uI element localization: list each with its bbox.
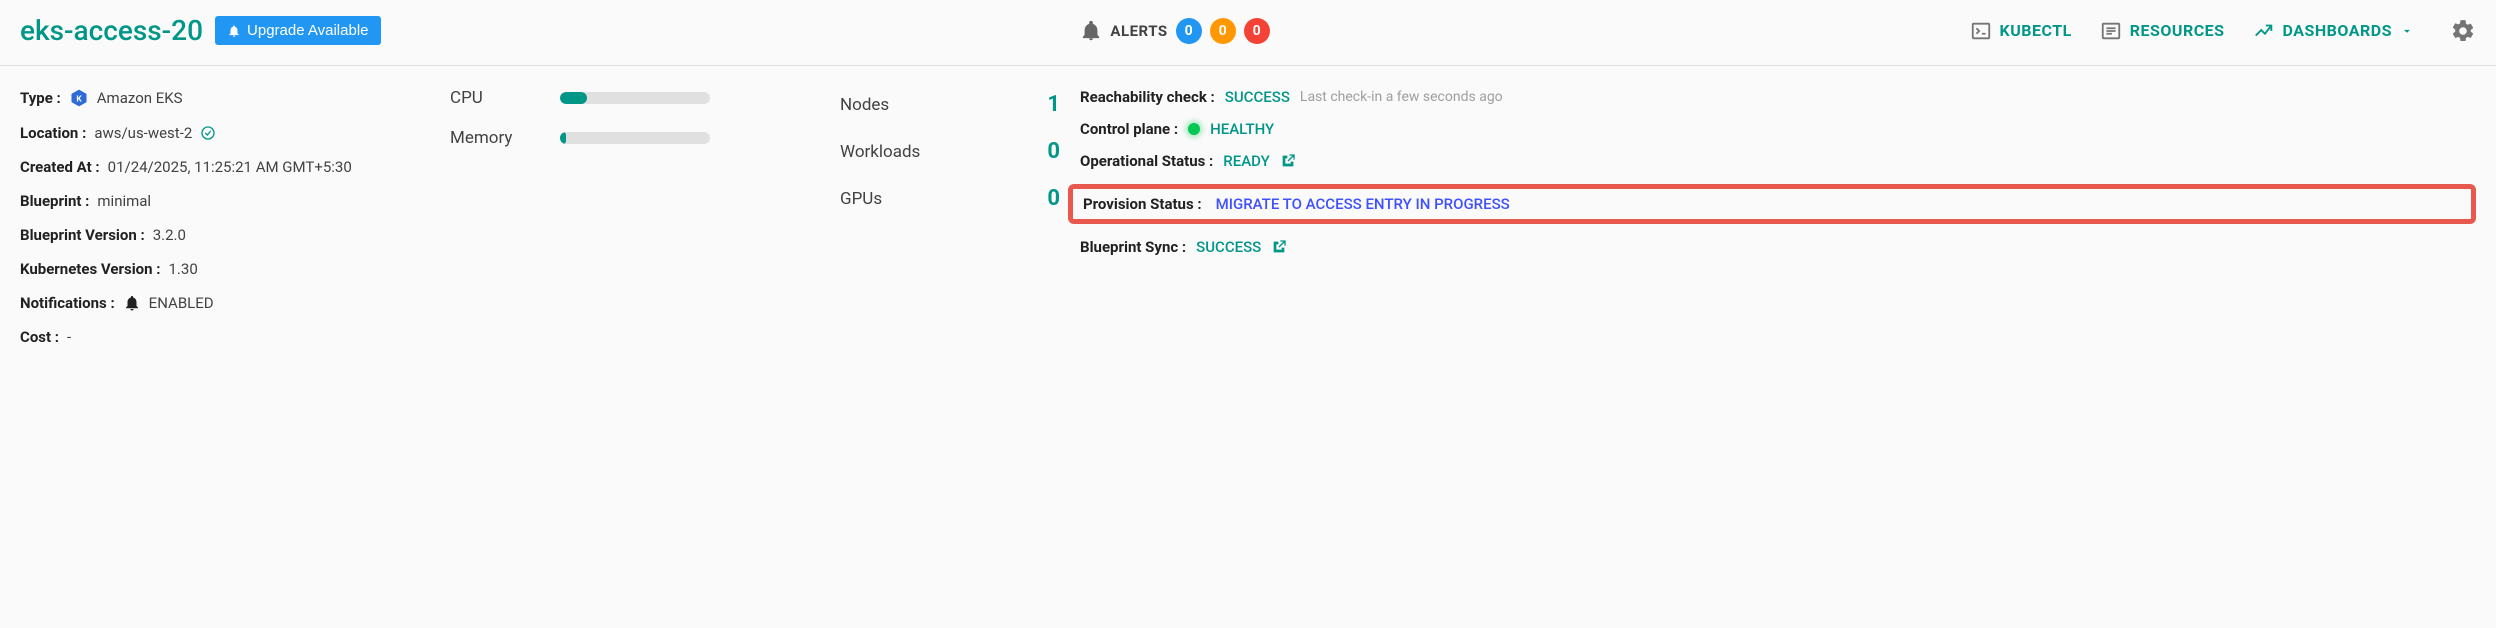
status-column: Reachability check : SUCCESS Last check-… xyxy=(1080,88,2476,346)
meta-location-value: aws/us-west-2 xyxy=(94,124,192,142)
status-op-value: READY xyxy=(1223,152,1270,170)
count-nodes-value: 1 xyxy=(1047,92,1060,117)
meta-k8s-label: Kubernetes Version : xyxy=(20,260,161,278)
body: Type : K Amazon EKS Location : aws/us-we… xyxy=(0,66,2496,356)
count-workloads-label: Workloads xyxy=(840,142,920,162)
meta-type: Type : K Amazon EKS xyxy=(20,88,430,108)
count-gpus: GPUs 0 xyxy=(840,186,1060,211)
status-operational: Operational Status : READY xyxy=(1080,152,2476,170)
count-nodes: Nodes 1 xyxy=(840,92,1060,117)
location-verified-icon xyxy=(200,125,216,141)
meta-created-value: 01/24/2025, 11:25:21 AM GMT+5:30 xyxy=(108,158,352,176)
meta-blueprint: Blueprint : minimal xyxy=(20,192,430,210)
nav-dashboards[interactable]: DASHBOARDS xyxy=(2253,20,2414,42)
status-reach-label: Reachability check : xyxy=(1080,88,1215,106)
count-workloads-value: 0 xyxy=(1047,139,1060,164)
upgrade-button[interactable]: Upgrade Available xyxy=(215,16,380,45)
svg-text:K: K xyxy=(76,94,82,104)
meta-notif: Notifications : ENABLED xyxy=(20,294,430,312)
meta-cost: Cost : - xyxy=(20,328,430,346)
page-root: eks-access-20 Upgrade Available ALERTS 0… xyxy=(0,0,2496,356)
cluster-name: eks-access-20 xyxy=(20,14,203,47)
status-bpsync: Blueprint Sync : SUCCESS xyxy=(1080,238,2476,256)
status-reachability: Reachability check : SUCCESS Last check-… xyxy=(1080,88,2476,106)
meta-blueprint-value: minimal xyxy=(97,192,151,210)
health-dot-icon xyxy=(1188,123,1200,135)
meta-location: Location : aws/us-west-2 xyxy=(20,124,430,142)
count-nodes-label: Nodes xyxy=(840,95,889,115)
nav-kubectl[interactable]: KUBECTL xyxy=(1970,20,2072,42)
status-prov-value[interactable]: MIGRATE TO ACCESS ENTRY IN PROGRESS xyxy=(1216,195,1510,213)
meta-notif-label: Notifications : xyxy=(20,294,115,312)
meta-blueprint-label: Blueprint : xyxy=(20,192,89,210)
alerts-badge-info[interactable]: 0 xyxy=(1176,18,1202,44)
gauge-mem-bar xyxy=(560,132,710,144)
meta-k8s: Kubernetes Version : 1.30 xyxy=(20,260,430,278)
meta-k8s-value: 1.30 xyxy=(169,260,198,278)
meta-bpver-label: Blueprint Version : xyxy=(20,226,145,244)
meta-bpver-value: 3.2.0 xyxy=(153,226,186,244)
status-provision-highlight: Provision Status : MIGRATE TO ACCESS ENT… xyxy=(1068,184,2476,224)
external-link-icon[interactable] xyxy=(1271,239,1287,255)
nav-resources[interactable]: RESOURCES xyxy=(2100,20,2225,42)
nav-kubectl-label: KUBECTL xyxy=(2000,21,2072,40)
count-gpus-label: GPUs xyxy=(840,189,882,209)
meta-column: Type : K Amazon EKS Location : aws/us-we… xyxy=(20,88,430,346)
status-op-label: Operational Status : xyxy=(1080,152,1213,170)
meta-type-label: Type : xyxy=(20,89,61,107)
alerts-badge-crit[interactable]: 0 xyxy=(1244,18,1270,44)
counts-column: Nodes 1 Workloads 0 GPUs 0 xyxy=(840,88,1060,346)
status-reach-value: SUCCESS xyxy=(1225,88,1290,106)
alerts-badge-warn[interactable]: 0 xyxy=(1210,18,1236,44)
count-gpus-value: 0 xyxy=(1047,186,1060,211)
meta-bpver: Blueprint Version : 3.2.0 xyxy=(20,226,430,244)
eks-logo-icon: K xyxy=(69,88,89,108)
upgrade-label: Upgrade Available xyxy=(247,22,368,39)
status-reach-hint: Last check-in a few seconds ago xyxy=(1300,89,1503,105)
trend-icon xyxy=(2253,20,2275,42)
bell-icon xyxy=(227,24,241,38)
nav-dashboards-label: DASHBOARDS xyxy=(2283,21,2392,40)
nav-links: KUBECTL RESOURCES DASHBOARDS xyxy=(1970,20,2414,42)
header-bar: eks-access-20 Upgrade Available ALERTS 0… xyxy=(0,0,2496,66)
notification-bell-icon xyxy=(123,294,141,312)
alerts-group[interactable]: ALERTS 0 0 0 xyxy=(1080,18,1269,44)
status-cp-label: Control plane : xyxy=(1080,120,1178,138)
status-cp-value: HEALTHY xyxy=(1210,120,1274,138)
gear-icon[interactable] xyxy=(2450,18,2476,44)
nav-resources-label: RESOURCES xyxy=(2130,21,2225,40)
alerts-label: ALERTS xyxy=(1110,22,1167,40)
status-prov-label: Provision Status : xyxy=(1083,195,1202,213)
list-icon xyxy=(2100,20,2122,42)
external-link-icon[interactable] xyxy=(1280,153,1296,169)
status-control-plane: Control plane : HEALTHY xyxy=(1080,120,2476,138)
meta-cost-value: - xyxy=(67,328,71,346)
terminal-icon xyxy=(1970,20,1992,42)
chevron-down-icon xyxy=(2400,24,2414,38)
meta-location-label: Location : xyxy=(20,124,86,142)
meta-type-value: Amazon EKS xyxy=(97,89,183,107)
status-bpsync-value: SUCCESS xyxy=(1196,238,1261,256)
alerts-bell-icon xyxy=(1080,20,1102,42)
meta-created-label: Created At : xyxy=(20,158,100,176)
gauge-cpu-label: CPU xyxy=(450,88,530,108)
meta-notif-value: ENABLED xyxy=(149,294,214,312)
gauge-mem: Memory xyxy=(450,128,820,148)
gauge-mem-fill xyxy=(560,132,566,144)
count-workloads: Workloads 0 xyxy=(840,139,1060,164)
meta-created: Created At : 01/24/2025, 11:25:21 AM GMT… xyxy=(20,158,430,176)
gauge-mem-label: Memory xyxy=(450,128,530,148)
gauges-column: CPU Memory xyxy=(450,88,820,346)
gauge-cpu: CPU xyxy=(450,88,820,108)
gauge-cpu-fill xyxy=(560,92,587,104)
meta-cost-label: Cost : xyxy=(20,328,59,346)
gauge-cpu-bar xyxy=(560,92,710,104)
status-bpsync-label: Blueprint Sync : xyxy=(1080,238,1186,256)
